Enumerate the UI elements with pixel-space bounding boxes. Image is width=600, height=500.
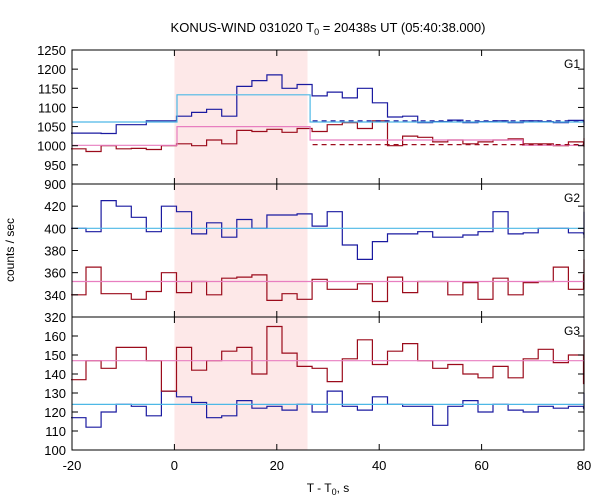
panel-label: G1 — [564, 57, 580, 71]
panel-frame — [71, 183, 585, 318]
chart-title: KONUS-WIND 031020 T0 = 20438s UT (05:40:… — [171, 20, 486, 37]
y-tick-label: 320 — [44, 310, 66, 325]
panel-frame — [71, 49, 585, 185]
y-tick-label: 1000 — [37, 139, 66, 154]
panel-label: G2 — [564, 191, 580, 205]
y-tick-label: 110 — [45, 424, 66, 439]
y-tick-label: 130 — [44, 386, 66, 401]
y-tick-label: 160 — [44, 329, 66, 344]
x-tick-label: 20 — [270, 458, 284, 473]
y-tick-label: 1100 — [38, 100, 66, 115]
x-tick-label: 40 — [372, 458, 386, 473]
panel-g3-series-blue-0 — [71, 390, 585, 428]
x-tick-label: 80 — [577, 458, 591, 473]
panel-g1-series-cyan-2 — [72, 94, 584, 123]
y-tick-label: 400 — [44, 221, 66, 236]
panel-label: G3 — [564, 324, 580, 338]
x-tick-label: 0 — [171, 458, 178, 473]
x-tick-label: -20 — [63, 458, 82, 473]
panel-frame — [71, 316, 585, 451]
panel-g1-series-dark_red-1 — [71, 120, 585, 153]
y-tick-label: 950 — [44, 158, 66, 173]
plot-area: 900950100010501100115012001250G132034036… — [37, 43, 591, 473]
y-axis-label: counts / sec — [3, 218, 17, 282]
panel-g1: 900 950 1000 1050 1100 1150 1200 1250 G1 — [37, 43, 585, 192]
y-tick-label: 1050 — [37, 120, 66, 135]
panel-g1-series-pink-3 — [72, 126, 584, 146]
y-tick-label: 1150 — [38, 81, 66, 96]
panel-g2: 320 340 360 380 400 420 G2 — [44, 183, 585, 325]
y-tick-label: 150 — [44, 348, 66, 363]
panel-g2-series-dark_red-1 — [71, 259, 585, 303]
panel-g3: 100 110 120 130 140 150 160 G3 — [44, 316, 585, 458]
y-tick-label: 100 — [44, 443, 66, 458]
y-tick-label: 900 — [44, 177, 66, 192]
y-tick-label: 120 — [44, 405, 66, 420]
y-tick-label: 1200 — [37, 62, 66, 77]
panel-g2-series-blue-0 — [71, 200, 585, 260]
highlight-interval — [174, 50, 308, 450]
y-tick-label: 380 — [44, 244, 66, 259]
y-tick-label: 420 — [44, 199, 66, 214]
y-tick-label: 340 — [44, 288, 66, 303]
x-tick-label: 60 — [474, 458, 488, 473]
y-tick-label: 360 — [44, 266, 66, 281]
x-axis-label: T - T0, s — [307, 481, 350, 497]
y-tick-label: 1250 — [37, 43, 66, 58]
panel-g3-series-dark_red-1 — [71, 325, 585, 392]
y-tick-label: 140 — [44, 367, 66, 382]
